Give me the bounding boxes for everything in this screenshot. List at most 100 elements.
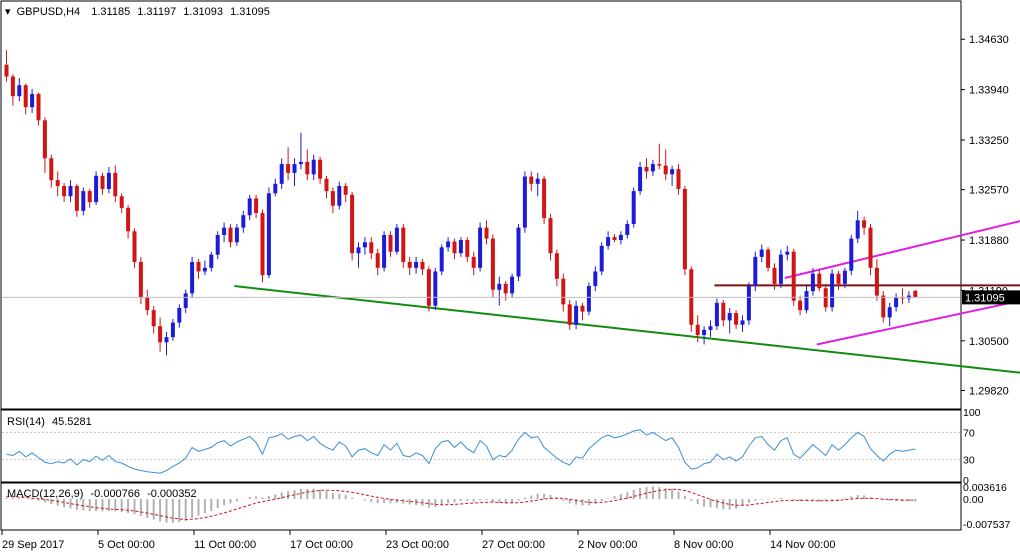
candle [74, 183, 79, 217]
candle-body [382, 234, 387, 268]
candle [55, 171, 60, 197]
candle-body [836, 273, 841, 284]
candle-body [343, 186, 348, 195]
candle-body [318, 159, 323, 179]
candle-body [68, 186, 73, 197]
candle-body [119, 196, 124, 208]
candle-body [842, 270, 847, 284]
candle-body [394, 227, 399, 252]
candle [394, 223, 399, 255]
channel-upper-line[interactable] [784, 213, 1020, 279]
rsi-header: RSI(14) 45.5281 [7, 416, 92, 428]
candle [548, 213, 553, 261]
candle-body [548, 218, 553, 254]
candle [599, 242, 604, 276]
candle [94, 171, 99, 205]
candle [874, 259, 879, 301]
candle-body [682, 188, 687, 270]
candle [113, 165, 118, 203]
macd-panel[interactable] [0, 482, 962, 531]
candle [298, 132, 303, 170]
candle-body [612, 237, 617, 241]
candle-body [126, 207, 131, 232]
macd-signal-line [6, 488, 916, 521]
candle-body [132, 231, 137, 262]
time-tick-label: 11 Oct 00:00 [194, 539, 256, 551]
candle-body [241, 215, 246, 228]
rsi-panel[interactable] [0, 409, 962, 483]
channel-lower-line[interactable] [816, 287, 1020, 346]
candle-body [388, 234, 393, 252]
candle [836, 270, 841, 290]
candle-body [254, 198, 259, 214]
candle [164, 332, 169, 356]
candle [87, 188, 92, 208]
candle-body [177, 307, 182, 323]
candle [522, 171, 527, 233]
candle [638, 161, 643, 195]
candle-body [356, 247, 361, 254]
candle-body [145, 297, 150, 311]
candle [759, 244, 764, 262]
candle-body [234, 227, 239, 243]
window-menu-triangle[interactable]: ▾ [5, 6, 11, 18]
ohlc-open: 1.31185 [91, 6, 130, 18]
candle-body [721, 302, 726, 321]
main-price-panel[interactable] [0, 0, 962, 410]
candle-body [753, 256, 758, 287]
macd-title: MACD(12,26,9) [7, 488, 83, 500]
descending-support-trendline[interactable] [234, 285, 1020, 390]
candle [273, 178, 278, 197]
candle-body [599, 245, 604, 272]
candle [305, 149, 310, 181]
candle-body [414, 261, 419, 268]
candle-body [23, 85, 28, 108]
candle [17, 77, 22, 102]
candle [68, 180, 73, 203]
price-tick-label: 1.33940 [969, 85, 1009, 97]
candle [426, 266, 431, 312]
candle-body [734, 313, 739, 325]
candle [215, 231, 220, 260]
price-tick-label: 1.32570 [969, 185, 1009, 197]
time-tick-label: 14 Nov 00:00 [770, 539, 835, 551]
candle-body [759, 249, 764, 257]
candle-body [849, 238, 854, 271]
candle-body [286, 164, 291, 173]
candle-body [535, 178, 540, 184]
candle [670, 165, 675, 187]
candle [228, 223, 233, 248]
candle [234, 223, 239, 246]
macd-header: MACD(12,26,9) -0.000766 -0.000352 [7, 488, 197, 500]
candle-body [196, 261, 201, 272]
candle [222, 222, 227, 243]
candle [209, 251, 214, 272]
candle [849, 234, 854, 276]
candle-body [337, 186, 342, 206]
price-tick-label: 1.33250 [969, 135, 1009, 147]
candle-body [503, 283, 508, 294]
candle [458, 237, 463, 257]
candle [702, 326, 707, 345]
time-tick-label: 2 Nov 00:00 [578, 539, 637, 551]
candle [894, 293, 899, 312]
candle [170, 318, 175, 341]
candle-body [273, 183, 278, 194]
candle-body [292, 164, 297, 173]
candle-body [772, 267, 777, 284]
candle [535, 172, 540, 197]
candle [804, 286, 809, 314]
candle [132, 228, 137, 268]
candle-body [862, 220, 867, 228]
candle-body [510, 276, 515, 294]
candle-body [138, 261, 143, 298]
candle [746, 282, 751, 325]
candle-body [791, 251, 796, 301]
candle [650, 159, 655, 176]
candle [766, 247, 771, 272]
candle [753, 251, 758, 292]
candle-body [452, 241, 457, 254]
candle-body [740, 320, 745, 325]
candle-body [375, 253, 380, 268]
